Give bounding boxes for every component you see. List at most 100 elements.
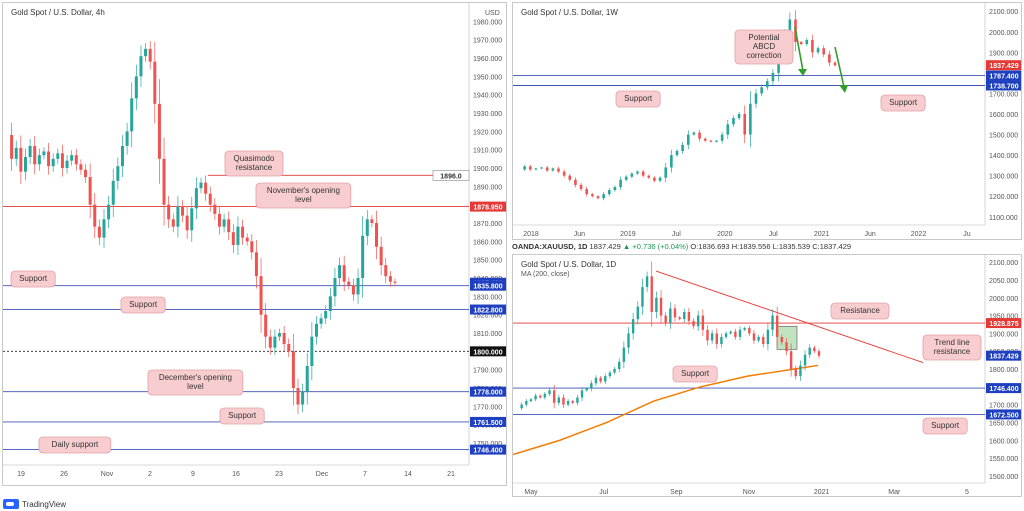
d1-candle — [655, 297, 658, 312]
w1-candle — [619, 179, 622, 187]
w1-x-tick: Jul — [769, 231, 778, 238]
w1-x-tick: 2020 — [717, 231, 733, 238]
h4-candle — [310, 336, 314, 366]
h4-candle — [162, 158, 166, 205]
chart-1w-panel[interactable]: Gold Spot / U.S. Dollar, 1W 1100.000 1200… — [512, 2, 1022, 240]
resistance-callout-box — [830, 302, 890, 320]
h4-candle — [375, 223, 379, 247]
h4-candle — [222, 219, 226, 227]
h4-candle — [111, 180, 115, 205]
h4-candle — [130, 98, 134, 132]
h4-candle — [79, 164, 83, 170]
d1-y-tick: 1700.000 — [989, 403, 1018, 410]
h4-level-tag-label: 1896.0 — [440, 173, 462, 180]
h4-candle — [213, 204, 217, 214]
support-callout-3-text: Support — [228, 411, 257, 420]
dec-open-callout-box — [147, 369, 244, 396]
h4-candle — [268, 336, 272, 348]
w1-candle — [540, 167, 543, 169]
h4-x-tick: Nov — [101, 471, 114, 478]
w1-candle — [523, 166, 526, 170]
d1-candle — [636, 306, 639, 320]
symbol-label: OANDA:XAUUSD, 1D — [512, 242, 588, 251]
h4-y-tick: 1790.000 — [473, 368, 502, 375]
w1-candle — [630, 173, 634, 177]
h4-level-tag-label: 1800.000 — [473, 349, 502, 356]
w1-candle — [732, 118, 735, 125]
h4-candle — [60, 153, 64, 168]
d1-candle — [738, 329, 742, 337]
abcd-arrow-1 — [794, 26, 804, 72]
chart-4h-panel[interactable]: Gold Spot / U.S. Dollar, 4h 1750.0001760… — [2, 2, 507, 486]
h4-y-tick: 1830.000 — [473, 294, 502, 301]
w1-candle — [765, 81, 769, 88]
d1-candle — [669, 308, 672, 323]
d1-candle — [748, 328, 751, 334]
h4-candle — [120, 146, 124, 167]
h4-y-tick: 1820.000 — [473, 313, 502, 320]
h4-candle — [314, 323, 318, 337]
w1-candle — [574, 179, 577, 185]
w1-y-tick: 2000.000 — [989, 30, 1018, 37]
h4-candle — [144, 48, 148, 57]
d1-candle — [543, 393, 547, 398]
w1-candle — [551, 168, 555, 171]
tradingview-logo-icon — [3, 499, 19, 509]
w1-candle — [653, 177, 656, 181]
h4-y-tick: 1970.000 — [473, 38, 502, 45]
d1-candle — [580, 390, 584, 398]
h4-candle — [208, 193, 212, 205]
ma-200-line — [513, 364, 819, 456]
w1-y-tick: 1900.000 — [989, 50, 1018, 57]
high-value: 1839.556 — [739, 242, 771, 251]
d1-x-tick: May — [524, 489, 538, 496]
w1-x-tick: 2019 — [620, 231, 636, 238]
d1-candle — [803, 354, 807, 366]
d1-candle — [650, 276, 653, 312]
h4-level-tag — [470, 346, 506, 357]
tradingview-brand[interactable]: TradingView — [3, 498, 66, 510]
d1-y-tick: 1900.000 — [989, 331, 1018, 338]
d1-candle — [673, 308, 677, 318]
h4-candle — [245, 237, 249, 242]
d1-level-tag — [986, 318, 1021, 329]
chart-4h-svg: 1750.0001760.0001770.0001780.0001790.000… — [3, 3, 506, 478]
w1-candle — [754, 93, 758, 104]
h4-candle — [370, 219, 374, 223]
h4-candle — [65, 160, 69, 168]
h4-candle — [56, 153, 60, 159]
abcd-callout-text: Potential — [748, 33, 779, 42]
resistance-callout-text: Resistance — [840, 306, 880, 315]
h4-candle — [356, 278, 360, 295]
h4-candle — [282, 333, 286, 344]
chart-1d-panel[interactable]: Gold Spot / U.S. Dollar, 1D MA (200, clo… — [512, 254, 1022, 497]
w1-x-tick: Jul — [672, 231, 681, 238]
d1-y-tick: 1800.000 — [989, 367, 1018, 374]
d1-candle — [566, 401, 570, 405]
h4-candle — [171, 219, 175, 227]
d1-level-tag — [986, 409, 1021, 420]
d1-level-tag-label: 1928.875 — [989, 321, 1018, 328]
h4-candle — [19, 147, 23, 172]
w1-candle — [749, 103, 752, 135]
w1-level-tag-label: 1837.429 — [989, 63, 1018, 70]
w1-candle — [816, 48, 820, 53]
w1-x-tick: Ju — [963, 231, 971, 238]
w1-x-tick: 2022 — [911, 231, 927, 238]
d1-support-callout-2-box — [922, 417, 968, 435]
h4-x-tick: 2 — [148, 471, 152, 478]
h4-candle — [305, 366, 309, 392]
h4-level-tag-label: 1822.800 — [473, 308, 502, 315]
support-callout-3-box — [219, 407, 265, 425]
h4-candle — [107, 204, 111, 220]
w1-y-tick: 1100.000 — [989, 215, 1018, 222]
h4-y-tick: 1920.000 — [473, 129, 502, 136]
h4-y-tick: 1850.000 — [473, 258, 502, 265]
d1-support-callout-1-text: Support — [681, 369, 710, 378]
h4-candle — [324, 311, 328, 319]
w1-support-callout-1-box — [615, 90, 661, 108]
chart-title: Gold Spot / U.S. Dollar, 1D — [521, 260, 617, 269]
low-label: L: — [772, 242, 779, 251]
d1-candle — [780, 336, 784, 343]
d1-candle — [520, 404, 523, 409]
